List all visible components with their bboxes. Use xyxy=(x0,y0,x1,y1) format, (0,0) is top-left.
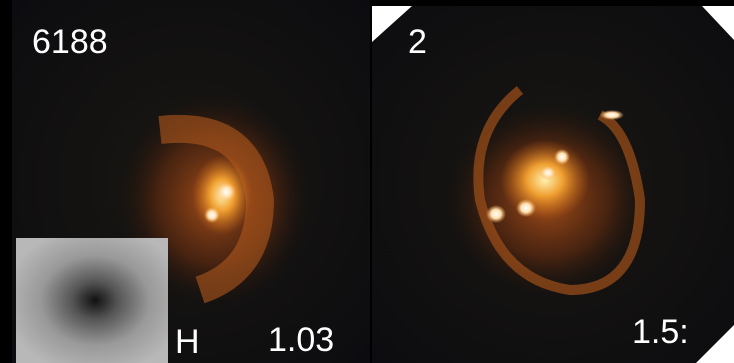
galaxy-core xyxy=(500,140,590,220)
value-label: 1.03 xyxy=(268,321,334,359)
bright-knot xyxy=(554,149,570,165)
bright-knot xyxy=(516,199,536,217)
bright-knot xyxy=(540,166,556,180)
object-id: 6188 xyxy=(32,23,108,61)
band-label: H xyxy=(175,323,200,361)
right-panel: 2 1.5: xyxy=(372,6,734,363)
h-band-inset xyxy=(16,238,168,363)
figure: 6188 H 1.03 2 1.5: xyxy=(0,0,734,363)
value-label: 1.5: xyxy=(632,313,689,351)
bright-knot xyxy=(204,207,220,223)
bright-knot xyxy=(216,182,236,202)
object-id: 2 xyxy=(408,23,427,61)
left-panel: 6188 H 1.03 xyxy=(12,0,370,363)
bright-knot xyxy=(486,205,506,223)
bright-knot xyxy=(600,110,624,120)
